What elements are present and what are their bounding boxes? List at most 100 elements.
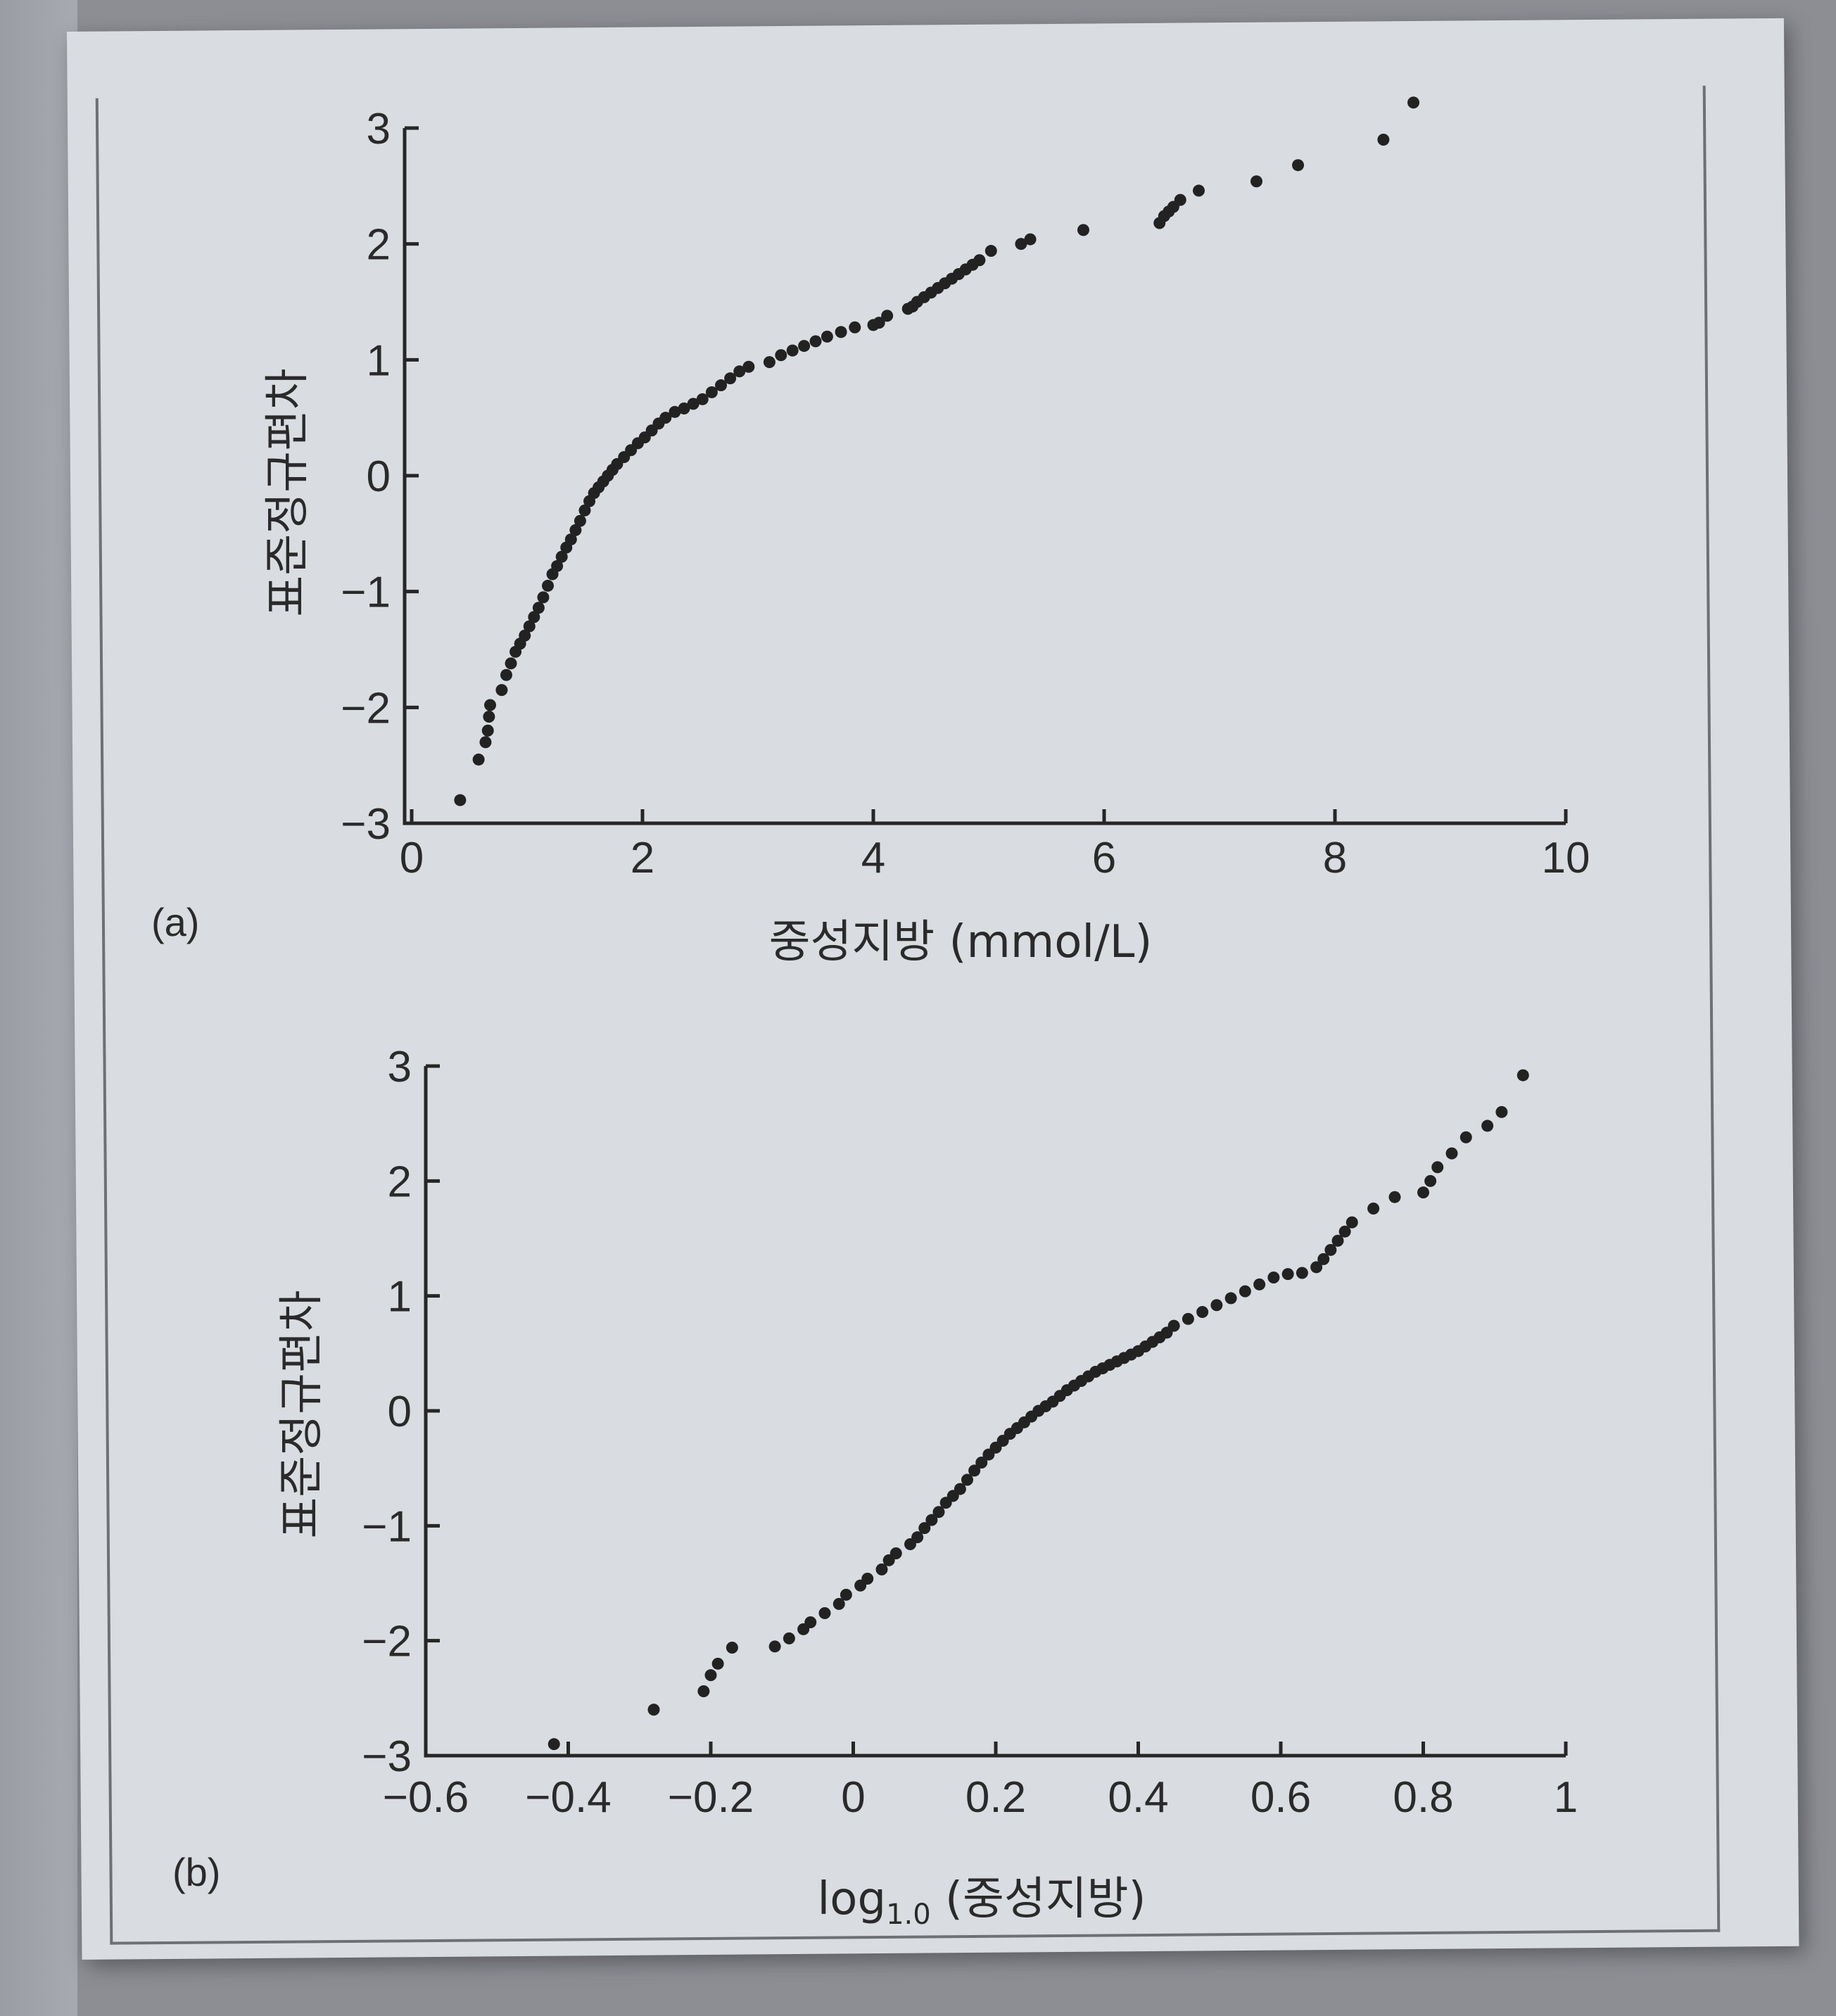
chart-a-point (678, 402, 690, 414)
chart-a-point (1077, 224, 1089, 236)
chart-a-point (1407, 96, 1420, 109)
chart-a-xlabel: 중성지방 (mmol/L) (769, 916, 1153, 968)
chart-b-point (1431, 1161, 1444, 1174)
chart-a-x-tick-label: 6 (1092, 834, 1116, 882)
chart-b-y-ticks: −3 −2 −1 0 1 2 3 (362, 1043, 440, 1781)
chart-b-point (711, 1657, 724, 1670)
chart-b-point (1267, 1272, 1280, 1284)
chart-a-point (569, 524, 582, 536)
chart-a-y-ticks: −3 −2 −1 0 1 2 3 (341, 105, 419, 849)
chart-b-point (1281, 1268, 1294, 1281)
chart-b-point (968, 1464, 981, 1477)
chart-b-point (1417, 1186, 1429, 1199)
chart-b-point (1346, 1216, 1358, 1229)
chart-a-point (479, 736, 492, 749)
chart-a-y-tick-label: −2 (341, 684, 391, 733)
chart-a-point (821, 330, 833, 343)
chart-a-x-tick-label: 0 (400, 834, 424, 882)
chart-b-point (1388, 1191, 1401, 1203)
chart-b-x-tick-label: −0.4 (525, 1773, 611, 1822)
chart-b-point (1224, 1292, 1237, 1305)
chart-a-point (1192, 184, 1205, 197)
chart-b-point (1296, 1267, 1308, 1279)
chart-a-point (687, 398, 699, 410)
chart-a-y-tick-label: −3 (341, 800, 391, 849)
chart-a-point (483, 711, 495, 723)
chart-b-point (1182, 1312, 1194, 1325)
chart-a-point (973, 254, 986, 267)
chart-b-point (1495, 1105, 1508, 1118)
chart-a-point (705, 386, 718, 398)
chart-b-point (1317, 1253, 1330, 1265)
chart-b-point (547, 1738, 560, 1751)
chart-b-y-tick-label: 2 (388, 1158, 412, 1206)
chart-b-point (818, 1606, 831, 1619)
chart-b-point (925, 1514, 938, 1526)
chart-a-point (1292, 159, 1305, 172)
chart-a-point (495, 684, 508, 697)
chart-b-point (1310, 1261, 1323, 1274)
chart-b-point (704, 1669, 717, 1682)
chart-a-x-tick-label: 8 (1323, 834, 1347, 882)
chart-b-point (647, 1704, 660, 1716)
chart-b-point (1253, 1278, 1266, 1291)
chart-a-x-tick-label: 2 (631, 834, 654, 882)
chart-a-point (786, 344, 799, 357)
chart-b-xlabel-prefix: log (818, 1873, 887, 1925)
chart-a-point (542, 579, 555, 592)
chart-b-point (1481, 1120, 1494, 1132)
chart-a-point (715, 379, 728, 392)
chart-a-point (454, 794, 467, 806)
chart-b-y-tick-label: 3 (388, 1043, 412, 1091)
chart-b-point (1331, 1234, 1344, 1247)
chart-a-point (523, 620, 536, 633)
chart-a-point (775, 349, 787, 362)
chart-a-point (1024, 233, 1037, 246)
chart-a-x-ticks: 0 2 4 6 8 10 (400, 809, 1590, 882)
chart-b-point (1367, 1203, 1380, 1215)
chart-a-point (528, 611, 540, 623)
chart-b-point (1460, 1131, 1472, 1143)
chart-a-point (849, 321, 861, 334)
chart-a-point (763, 356, 775, 369)
chart-b-point (1445, 1147, 1458, 1160)
chart-b-point (697, 1685, 710, 1698)
chart-b: −0.6 −0.4 −0.2 0 0.2 0.4 0.6 0.8 1 −3 −2 −1 0 1 2 3 표준… (172, 1043, 1578, 1931)
chart-a-x-tick-label: 10 (1542, 834, 1590, 882)
chart-b-point (840, 1588, 852, 1601)
chart-a-point (724, 372, 737, 385)
chart-a-point (659, 412, 672, 424)
chart-a-point (1174, 194, 1186, 206)
chart-a-point (835, 326, 847, 338)
chart-b-point (1210, 1299, 1223, 1312)
chart-a-points (454, 96, 1420, 806)
chart-b-xlabel: log1.0 (중성지방) (818, 1873, 1146, 1931)
chart-a-point (532, 602, 545, 614)
chart-a-point (881, 310, 894, 322)
chart-b-points (547, 1069, 1529, 1751)
chart-a-ylabel: 표준정규편차 (262, 368, 314, 616)
chart-b-ylabel: 표준정규편차 (276, 1290, 328, 1538)
chart-a-y-tick-label: 1 (367, 336, 391, 385)
chart-b-point (1324, 1243, 1337, 1256)
chart-a-point (669, 405, 681, 418)
chart-b-point (961, 1473, 973, 1486)
chart-a-point (1377, 133, 1390, 146)
chart-b-point (1338, 1225, 1351, 1238)
chart-a-point (985, 245, 997, 258)
chart-a-point (505, 657, 517, 670)
chart-b-y-tick-label: −1 (362, 1502, 412, 1551)
chart-a-point (809, 335, 822, 348)
chart-b-x-tick-label: −0.6 (383, 1773, 469, 1822)
chart-b-point (975, 1457, 988, 1469)
chart-a-point (733, 365, 746, 378)
chart-a-y-tick-label: 3 (367, 105, 391, 153)
chart-b-point (911, 1531, 924, 1544)
chart-b-point (1239, 1285, 1251, 1298)
chart-b-panel-label: (b) (172, 1850, 220, 1894)
chart-a-y-tick-label: 2 (367, 221, 391, 270)
chart-b-x-tick-label: −0.2 (668, 1773, 754, 1822)
chart-b-x-tick-label: 0.8 (1393, 1773, 1453, 1822)
chart-b-point (1517, 1069, 1529, 1082)
chart-a-point (500, 668, 512, 681)
